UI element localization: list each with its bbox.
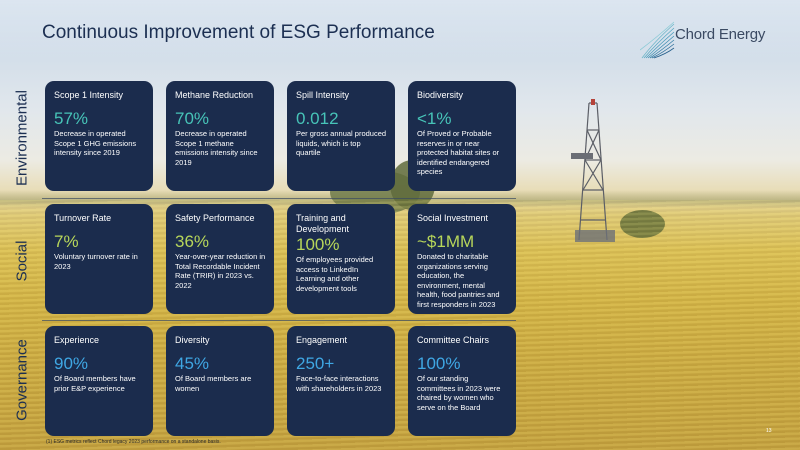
card-value: 36% — [175, 232, 210, 251]
card-title: Scope 1 Intensity — [54, 90, 124, 100]
card-value: 250+ — [296, 354, 335, 373]
card-title: Safety Performance — [175, 213, 255, 223]
card-description: Decrease in operated Scope 1 methane emi… — [175, 129, 258, 167]
card-title: Turnover Rate — [54, 213, 112, 223]
card-safety-performance: Safety Performance 36% Year-over-year re… — [166, 204, 274, 314]
card-description: Of our standing committees in 2023 were … — [417, 374, 501, 412]
page-title: Continuous Improvement of ESG Performanc… — [42, 22, 435, 43]
card-description: Decrease in operated Scope 1 GHG emissio… — [54, 129, 137, 157]
card-value: 90% — [54, 354, 89, 373]
card-committee-chairs: Committee Chairs 100% Of our standing co… — [408, 326, 516, 436]
card-methane-reduction: Methane Reduction 70% Decrease in operat… — [166, 81, 274, 191]
page-number: 13 — [766, 428, 772, 434]
card-description: Year-over-year reduction in Total Record… — [175, 252, 266, 290]
card-title: Diversity — [175, 335, 210, 345]
card-value: 100% — [296, 235, 340, 254]
card-title: Experience — [54, 335, 100, 345]
card-value: 100% — [417, 354, 461, 373]
card-turnover-rate: Turnover Rate 7% Voluntary turnover rate… — [45, 204, 153, 314]
card-description: Of Board members are women — [175, 374, 252, 393]
card-training-and-development: Training and Development 100% Of employe… — [287, 204, 395, 314]
card-description: Of employees provided access to LinkedIn… — [296, 255, 374, 293]
footnote: (1) ESG metrics reflect Chord legacy 202… — [46, 439, 221, 445]
card-title: Methane Reduction — [175, 90, 254, 100]
card-description: Voluntary turnover rate in 2023 — [54, 252, 138, 271]
card-description: Donated to charitable organizations serv… — [417, 252, 500, 309]
card-experience: Experience 90% Of Board members have pri… — [45, 326, 153, 436]
card-value: 7% — [54, 232, 79, 251]
logo-text: Chord Energy — [675, 26, 766, 43]
card-diversity: Diversity 45% Of Board members are women — [166, 326, 274, 436]
card-social-investment: Social Investment ~$1MM Donated to chari… — [408, 204, 516, 314]
card-title: Biodiversity — [417, 90, 464, 100]
card-value: <1% — [417, 109, 452, 128]
card-title: Training and Development — [296, 213, 350, 234]
card-value: 57% — [54, 109, 89, 128]
card-description: Per gross annual produced liquids, which… — [296, 129, 387, 157]
card-title: Spill Intensity — [296, 90, 350, 100]
card-description: Of Board members have prior E&P experien… — [54, 374, 136, 393]
card-engagement: Engagement 250+ Face-to-face interaction… — [287, 326, 395, 436]
card-value: 70% — [175, 109, 210, 128]
card-description: Of Proved or Probable reserves in or nea… — [417, 129, 500, 176]
card-title: Social Investment — [417, 213, 489, 223]
card-biodiversity: Biodiversity <1% Of Proved or Probable r… — [408, 81, 516, 191]
sky-background — [0, 0, 800, 60]
card-scope-1-intensity: Scope 1 Intensity 57% Decrease in operat… — [45, 81, 153, 191]
card-value: ~$1MM — [417, 232, 475, 251]
tree — [620, 210, 665, 238]
card-title: Engagement — [296, 335, 348, 345]
card-title: Committee Chairs — [417, 335, 490, 345]
card-spill-intensity: Spill Intensity 0.012 Per gross annual p… — [287, 81, 395, 191]
card-description: Face-to-face interactions with sharehold… — [296, 374, 382, 393]
chord-energy-logo-icon — [640, 21, 675, 59]
drilling-rig-image — [571, 99, 615, 242]
row-divider — [42, 198, 516, 199]
row-divider — [42, 320, 516, 321]
card-value: 45% — [175, 354, 210, 373]
card-value: 0.012 — [296, 109, 339, 128]
